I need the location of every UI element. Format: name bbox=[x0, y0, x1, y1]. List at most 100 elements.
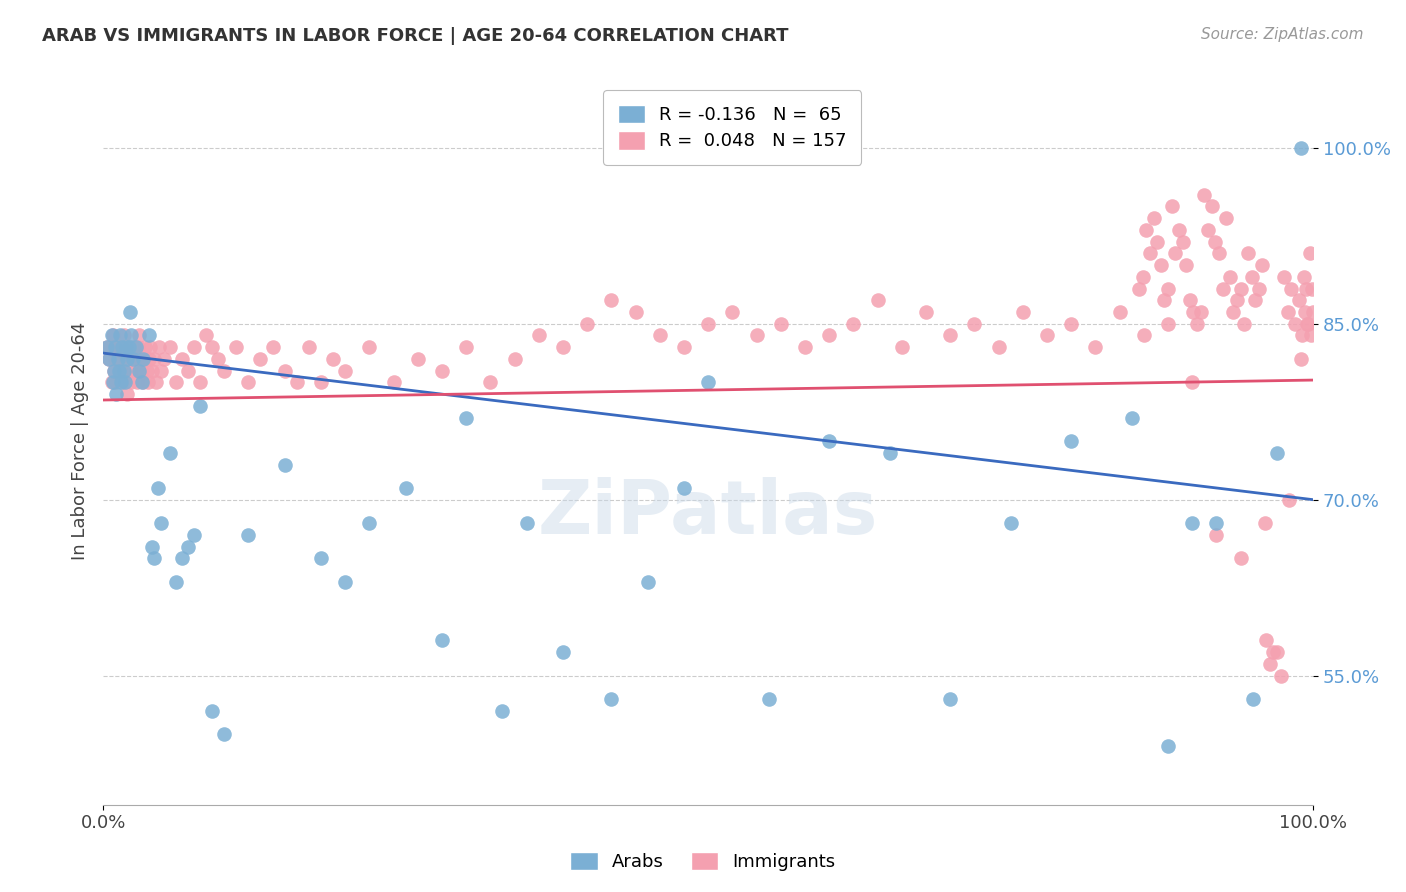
Point bbox=[1157, 739, 1180, 753]
Point bbox=[117, 340, 139, 354]
Point bbox=[1084, 340, 1107, 354]
Point bbox=[141, 540, 163, 554]
Point bbox=[134, 340, 156, 354]
Point bbox=[1205, 516, 1227, 531]
Point bbox=[146, 481, 169, 495]
Point bbox=[100, 328, 122, 343]
Point bbox=[104, 351, 127, 366]
Point bbox=[1157, 282, 1180, 296]
Point bbox=[285, 376, 308, 390]
Point bbox=[298, 340, 321, 354]
Point bbox=[98, 351, 121, 366]
Point bbox=[818, 434, 841, 448]
Point bbox=[333, 574, 356, 589]
Point bbox=[135, 364, 157, 378]
Point bbox=[1258, 657, 1281, 671]
Point bbox=[122, 340, 145, 354]
Point bbox=[456, 340, 478, 354]
Point bbox=[1291, 328, 1313, 343]
Point bbox=[125, 364, 148, 378]
Point bbox=[188, 376, 211, 390]
Point bbox=[183, 528, 205, 542]
Point bbox=[395, 481, 418, 495]
Point bbox=[1298, 317, 1320, 331]
Point bbox=[479, 376, 502, 390]
Point bbox=[1211, 282, 1233, 296]
Point bbox=[129, 351, 152, 366]
Point bbox=[1201, 199, 1223, 213]
Point bbox=[238, 376, 260, 390]
Point bbox=[1263, 645, 1285, 659]
Point bbox=[915, 305, 938, 319]
Point bbox=[118, 364, 141, 378]
Point bbox=[1229, 551, 1251, 566]
Point bbox=[1135, 223, 1157, 237]
Point bbox=[1160, 199, 1182, 213]
Point bbox=[1277, 305, 1299, 319]
Point bbox=[1222, 305, 1244, 319]
Point bbox=[1299, 328, 1322, 343]
Point bbox=[1292, 269, 1315, 284]
Point bbox=[1146, 235, 1168, 249]
Point bbox=[382, 376, 405, 390]
Point bbox=[273, 364, 295, 378]
Point bbox=[879, 446, 901, 460]
Point bbox=[177, 540, 200, 554]
Point bbox=[141, 364, 163, 378]
Point bbox=[1036, 328, 1059, 343]
Point bbox=[1197, 223, 1219, 237]
Point bbox=[170, 551, 193, 566]
Point bbox=[1244, 293, 1267, 308]
Point bbox=[1178, 293, 1201, 308]
Point bbox=[105, 376, 128, 390]
Point bbox=[159, 340, 181, 354]
Point bbox=[600, 293, 623, 308]
Point bbox=[1302, 305, 1324, 319]
Point bbox=[125, 376, 148, 390]
Point bbox=[134, 351, 156, 366]
Point bbox=[1175, 258, 1198, 272]
Point bbox=[101, 328, 124, 343]
Point bbox=[201, 340, 224, 354]
Point bbox=[758, 692, 780, 706]
Point bbox=[527, 328, 550, 343]
Point bbox=[1185, 317, 1208, 331]
Point bbox=[117, 340, 139, 354]
Point bbox=[183, 340, 205, 354]
Y-axis label: In Labor Force | Age 20-64: In Labor Force | Age 20-64 bbox=[72, 322, 89, 560]
Point bbox=[1011, 305, 1033, 319]
Point bbox=[121, 351, 143, 366]
Point bbox=[108, 351, 131, 366]
Point bbox=[273, 458, 295, 472]
Point bbox=[96, 340, 118, 354]
Point bbox=[122, 351, 145, 366]
Point bbox=[963, 317, 986, 331]
Point bbox=[1157, 317, 1180, 331]
Point bbox=[195, 328, 218, 343]
Point bbox=[128, 328, 150, 343]
Point bbox=[322, 351, 344, 366]
Point bbox=[1208, 246, 1230, 260]
Point bbox=[1289, 141, 1312, 155]
Point bbox=[309, 376, 332, 390]
Point bbox=[110, 376, 132, 390]
Point bbox=[1150, 258, 1173, 272]
Point bbox=[637, 574, 659, 589]
Point bbox=[1229, 282, 1251, 296]
Point bbox=[1194, 187, 1216, 202]
Point bbox=[165, 574, 187, 589]
Point bbox=[1281, 282, 1303, 296]
Legend: Arabs, Immigrants: Arabs, Immigrants bbox=[564, 845, 842, 879]
Point bbox=[1204, 235, 1226, 249]
Point bbox=[745, 328, 768, 343]
Point bbox=[152, 351, 174, 366]
Point bbox=[1108, 305, 1130, 319]
Point bbox=[1153, 293, 1175, 308]
Point bbox=[100, 340, 122, 354]
Point bbox=[842, 317, 865, 331]
Point bbox=[105, 387, 128, 401]
Point bbox=[794, 340, 817, 354]
Point bbox=[150, 516, 173, 531]
Point bbox=[1251, 258, 1274, 272]
Point bbox=[120, 376, 142, 390]
